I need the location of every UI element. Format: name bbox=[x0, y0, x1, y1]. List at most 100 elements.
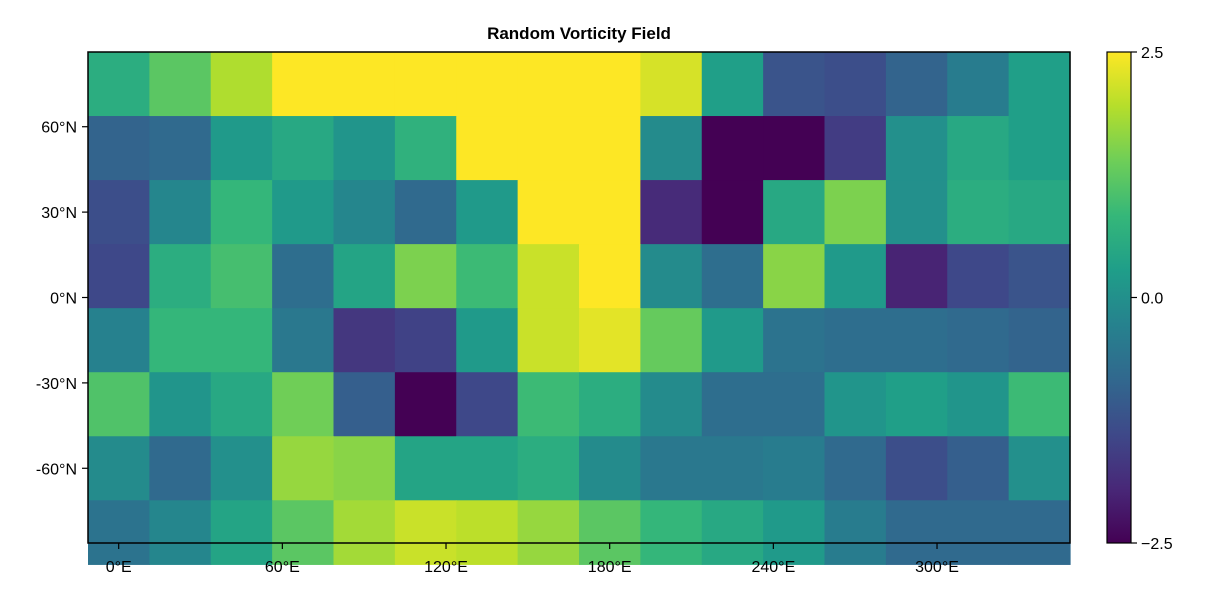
heatmap-cell bbox=[763, 500, 826, 565]
heatmap-cell bbox=[763, 116, 826, 181]
heatmap-cell bbox=[456, 500, 519, 565]
heatmap-cell bbox=[885, 116, 948, 181]
x-tick-label: 240°E bbox=[751, 559, 795, 576]
heatmap-cell bbox=[640, 52, 703, 117]
heatmap-cell bbox=[517, 180, 580, 245]
x-tick-label: 120°E bbox=[424, 559, 468, 576]
heatmap-cell bbox=[579, 500, 641, 565]
heatmap-cell bbox=[763, 308, 826, 373]
heatmap-cell bbox=[579, 244, 641, 309]
x-tick-label: 0°E bbox=[106, 559, 132, 576]
colorbar-tick-label: 2.5 bbox=[1141, 45, 1163, 62]
heatmap-cell bbox=[1008, 372, 1071, 437]
heatmap-cell bbox=[517, 436, 580, 501]
heatmap-cell bbox=[149, 52, 212, 117]
heatmap-cell bbox=[763, 372, 826, 437]
heatmap-cell bbox=[456, 372, 519, 437]
heatmap-cell bbox=[333, 372, 396, 437]
heatmap-cell bbox=[701, 308, 764, 373]
heatmap-cell bbox=[701, 244, 764, 309]
heatmap-cell bbox=[824, 500, 887, 565]
heatmap-cell bbox=[149, 372, 212, 437]
heatmap-cell bbox=[640, 116, 703, 181]
heatmap-cell bbox=[1008, 244, 1071, 309]
heatmap-cell bbox=[885, 436, 948, 501]
heatmap-cell bbox=[272, 116, 335, 181]
heatmap-cell bbox=[272, 180, 335, 245]
heatmap-cell bbox=[701, 372, 764, 437]
heatmap-cell bbox=[947, 372, 1010, 437]
heatmap-cell bbox=[272, 372, 335, 437]
heatmap-cell bbox=[1008, 116, 1071, 181]
heatmap-cell bbox=[88, 116, 150, 181]
heatmap-cell bbox=[1008, 180, 1071, 245]
heatmap-cell bbox=[88, 52, 150, 117]
heatmap-cell bbox=[210, 180, 273, 245]
x-axis: 0°E 60°E 120°E 180°E 240°E 300°E bbox=[106, 543, 959, 576]
heatmap-cell bbox=[701, 116, 764, 181]
heatmap-cell bbox=[333, 436, 396, 501]
heatmap-cell bbox=[394, 372, 457, 437]
heatmap-cell bbox=[640, 244, 703, 309]
heatmap-cell bbox=[763, 436, 826, 501]
heatmap-cell bbox=[824, 52, 887, 117]
heatmap-cells bbox=[88, 52, 1071, 565]
heatmap-cell bbox=[333, 244, 396, 309]
heatmap-cell bbox=[579, 308, 641, 373]
heatmap-cell bbox=[333, 180, 396, 245]
heatmap-cell bbox=[763, 52, 826, 117]
heatmap-cell bbox=[824, 180, 887, 245]
heatmap-cell bbox=[210, 308, 273, 373]
heatmap-cell bbox=[517, 116, 580, 181]
colorbar-tick-label: 0.0 bbox=[1141, 291, 1163, 308]
heatmap-cell bbox=[456, 308, 519, 373]
heatmap-cell bbox=[947, 500, 1010, 565]
y-tick-label: -30°N bbox=[36, 376, 77, 393]
heatmap-cell bbox=[149, 180, 212, 245]
heatmap-cell bbox=[640, 180, 703, 245]
heatmap-cell bbox=[149, 500, 212, 565]
heatmap-cell bbox=[210, 500, 273, 565]
heatmap-cell bbox=[456, 244, 519, 309]
heatmap-cell bbox=[885, 308, 948, 373]
heatmap-cell bbox=[149, 308, 212, 373]
heatmap-cell bbox=[1008, 500, 1071, 565]
heatmap-cell bbox=[1008, 52, 1071, 117]
x-tick-label: 60°E bbox=[265, 559, 300, 576]
heatmap-cell bbox=[763, 244, 826, 309]
heatmap-cell bbox=[947, 180, 1010, 245]
heatmap-cell bbox=[640, 308, 703, 373]
heatmap-cell bbox=[394, 52, 457, 117]
heatmap-cell bbox=[394, 244, 457, 309]
x-tick-label: 300°E bbox=[915, 559, 959, 576]
heatmap-cell bbox=[763, 180, 826, 245]
heatmap-cell bbox=[579, 116, 641, 181]
heatmap-cell bbox=[579, 180, 641, 245]
heatmap-cell bbox=[701, 52, 764, 117]
heatmap-cell bbox=[947, 436, 1010, 501]
heatmap-cell bbox=[394, 116, 457, 181]
heatmap-cell bbox=[394, 308, 457, 373]
heatmap-cell bbox=[333, 52, 396, 117]
heatmap-cell bbox=[88, 372, 150, 437]
heatmap-cell bbox=[824, 244, 887, 309]
heatmap-cell bbox=[517, 308, 580, 373]
y-tick-label: 0°N bbox=[50, 291, 77, 308]
heatmap-cell bbox=[210, 116, 273, 181]
heatmap-cell bbox=[149, 244, 212, 309]
heatmap-cell bbox=[272, 308, 335, 373]
heatmap-cell bbox=[88, 500, 150, 565]
heatmap-cell bbox=[579, 436, 641, 501]
heatmap-cell bbox=[456, 436, 519, 501]
heatmap-cell bbox=[210, 436, 273, 501]
heatmap-cell bbox=[885, 500, 948, 565]
heatmap-cell bbox=[456, 180, 519, 245]
heatmap-cell bbox=[579, 52, 641, 117]
heatmap-cell bbox=[149, 436, 212, 501]
colorbar-tick-label: −2.5 bbox=[1141, 536, 1173, 553]
heatmap-cell bbox=[272, 52, 335, 117]
heatmap-cell bbox=[333, 116, 396, 181]
y-tick-label: 30°N bbox=[41, 205, 77, 222]
heatmap-cell bbox=[947, 308, 1010, 373]
